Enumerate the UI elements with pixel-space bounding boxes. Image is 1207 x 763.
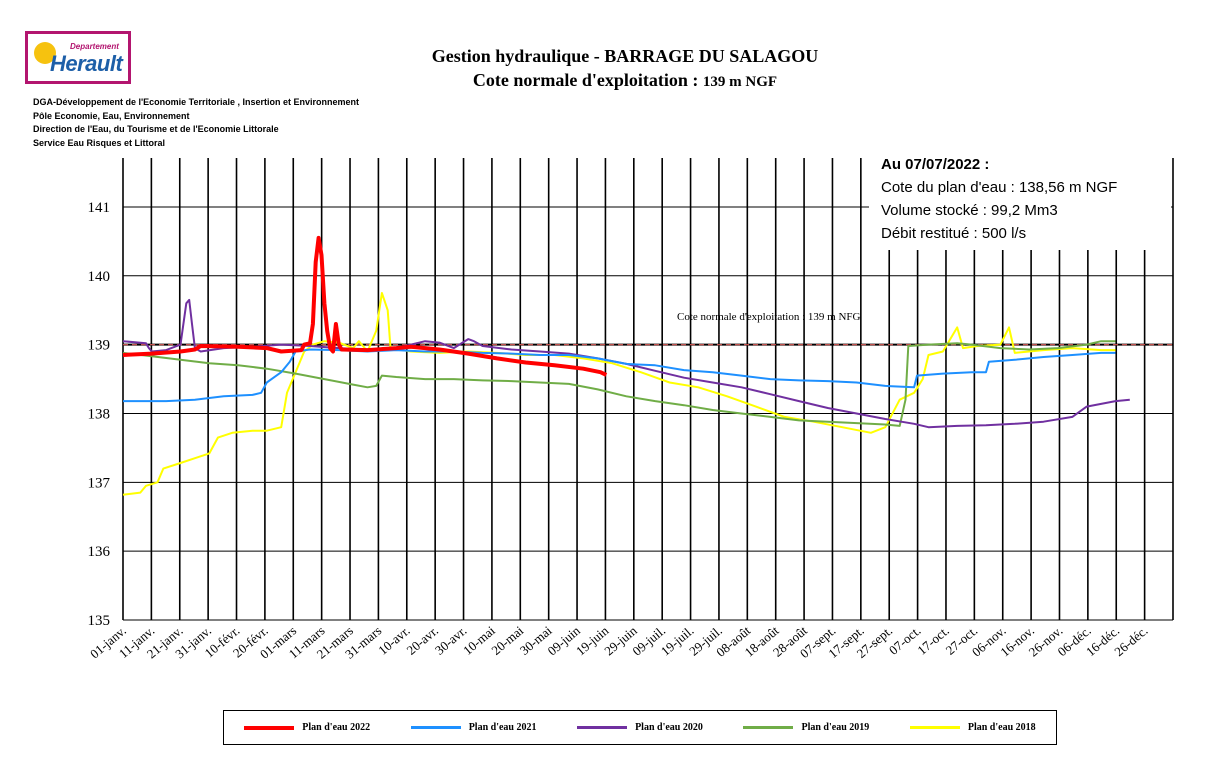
y-tick-label: 135 (88, 613, 111, 629)
logo-department-text: Departement (70, 42, 119, 51)
legend-item-2021: Plan d'eau 2021 (410, 722, 537, 733)
x-tick-label: 10-avr. (375, 623, 413, 658)
x-tick-label: 20-avr. (404, 623, 442, 658)
org-line-3: Direction de l'Eau, du Tourisme et de l'… (33, 124, 279, 134)
x-tick-label: 07-oct. (886, 623, 924, 658)
title-line-2-value: 139 m NGF (702, 74, 778, 90)
legend-item-2022: Plan d'eau 2022 (244, 722, 370, 733)
legend-item-2018: Plan d'eau 2018 (909, 722, 1036, 733)
x-tick-label: 26-déc. (1111, 623, 1150, 659)
status-infobox: Au 07/07/2022 : Cote du plan d'eau : 138… (869, 147, 1171, 250)
y-tick-label: 141 (88, 200, 111, 216)
legend-label: Plan d'eau 2018 (967, 722, 1036, 733)
reference-label: Cote normale d'exploitation : 139 m NFG (677, 311, 861, 323)
legend-label: Plan d'eau 2021 (468, 722, 537, 733)
y-tick-label: 140 (88, 269, 111, 285)
info-level: Cote du plan d'eau : 138,56 m NGF (881, 179, 1118, 196)
chart-legend: Plan d'eau 2022 Plan d'eau 2021 Plan d'eau… (223, 710, 1057, 745)
title-line-2-main: Cote normale d'exploitation : (472, 70, 703, 90)
legend-label: Plan d'eau 2019 (801, 722, 870, 733)
legend-label: Plan d'eau 2020 (635, 722, 703, 733)
legend-item-2019: Plan d'eau 2019 (743, 722, 869, 733)
y-tick-label: 138 (88, 406, 111, 422)
org-line-1: DGA-Développement de l'Economie Territor… (33, 97, 360, 107)
legend-swatch (909, 726, 960, 729)
series-line-2020 (122, 298, 1130, 429)
logo-name-text: Herault (50, 51, 123, 76)
y-tick-label: 136 (88, 544, 111, 560)
legend-swatch (410, 726, 461, 729)
series-line-2022 (122, 235, 608, 377)
legend-swatch (577, 726, 628, 729)
herault-logo: Departement Herault (25, 31, 131, 84)
org-line-2: Pôle Economie, Eau, Environnement (33, 110, 190, 121)
legend-swatch (743, 726, 794, 729)
info-flow: Débit restitué : 500 l/s (881, 225, 1027, 242)
y-tick-label: 137 (88, 475, 111, 491)
sun-icon (34, 42, 56, 64)
legend-item-2020: Plan d'eau 2020 (577, 722, 703, 733)
y-tick-label: 139 (88, 338, 111, 354)
legend-label: Plan d'eau 2022 (302, 722, 371, 733)
organisation-block: DGA-Développement de l'Economie Territor… (33, 96, 359, 150)
title-line-1: Gestion hydraulique - BARRAGE DU SALAGOU (431, 46, 819, 66)
title-line-2: Cote normale d'exploitation : 139 m NGF (400, 68, 850, 94)
org-line-4: Service Eau Risques et Littoral (33, 137, 166, 148)
info-date: Au 07/07/2022 : (881, 156, 990, 173)
info-volume: Volume stocké : 99,2 Mm3 (881, 202, 1058, 219)
page-title: Gestion hydraulique - BARRAGE DU SALAGOU… (400, 44, 850, 94)
series-line-2019 (122, 340, 1116, 427)
x-tick-label: 17-oct. (914, 623, 952, 658)
series-line-2021 (123, 348, 1116, 403)
legend-swatch (244, 725, 295, 730)
